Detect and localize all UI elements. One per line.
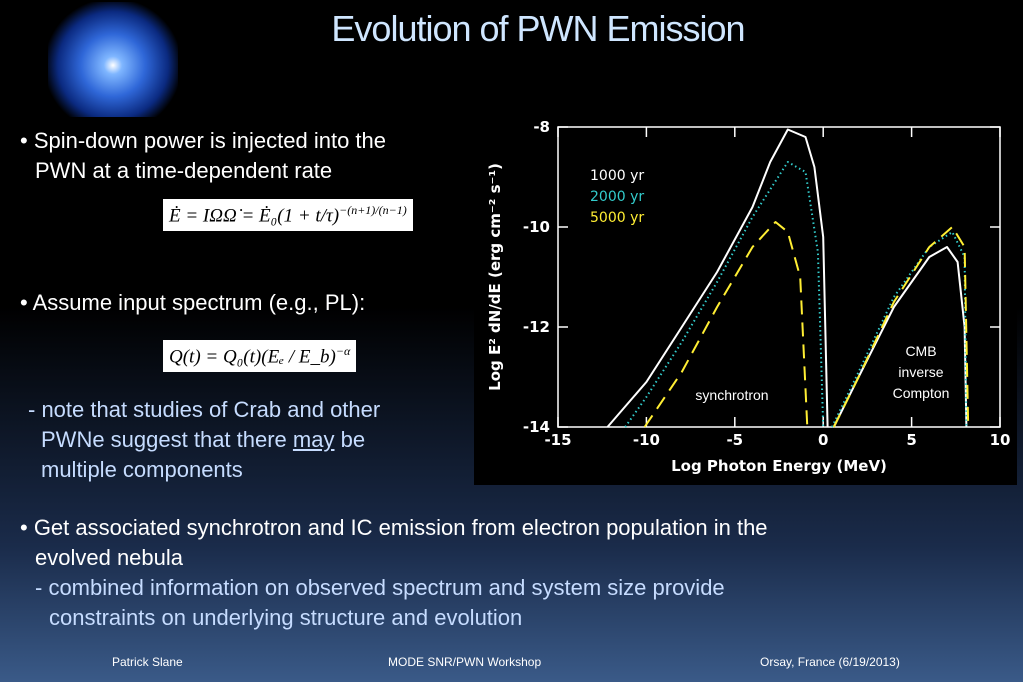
footer-right: Orsay, France (6/19/2013)	[760, 655, 900, 669]
annotation: inverse	[898, 364, 943, 380]
y-tick-label: -8	[533, 118, 550, 136]
text-line: PWN at a time-dependent rate	[35, 158, 333, 183]
equation-exponent: −(n+1)/(n−1)	[339, 203, 407, 217]
footer-left: Patrick Slane	[112, 655, 183, 669]
y-tick-label: -12	[523, 318, 550, 336]
x-tick-label: -15	[544, 431, 571, 449]
legend-label: 1000 yr	[590, 168, 644, 184]
emphasis: may	[292, 427, 335, 452]
bullet: • Spin-down power is injected into the P…	[20, 126, 386, 186]
y-tick-label: -14	[523, 418, 550, 436]
text: PWNe suggest that there	[41, 427, 287, 452]
text-line: - note that studies of Crab and other	[28, 397, 381, 422]
text-line: • Get associated synchrotron and IC emis…	[20, 515, 768, 540]
chart: -15 -10 -5 0 5 10 -14 -12 -10 -8 Log Photon Energy…	[474, 108, 1017, 485]
x-tick-label: 5	[906, 431, 916, 449]
nebula-image	[48, 2, 178, 117]
plot-frame	[557, 126, 1001, 428]
slide-title: Evolution of PWN Emission	[331, 8, 745, 49]
footer-center: MODE SNR/PWN Workshop	[388, 655, 542, 669]
equation-main: Ė = IΩΩ̇ = Ė₀(1 + t/τ)	[169, 205, 340, 227]
x-axis-label: Log Photon Energy (MeV)	[671, 457, 887, 475]
text-line: PWNe suggest that there may be	[28, 425, 380, 455]
text-line: constraints on underlying structure and …	[49, 605, 523, 630]
text-line: • Spin-down power is injected into the	[20, 128, 387, 153]
x-tick-label: 0	[818, 431, 828, 449]
equation-main: Q(t) = Q₀(t)(Eₑ / E_b)	[169, 346, 336, 368]
annotation: CMB	[905, 343, 936, 359]
y-axis-label: Log E² dN/dE (erg cm⁻² s⁻¹)	[486, 163, 504, 391]
legend-label: 2000 yr	[590, 189, 644, 205]
x-tick-label: -5	[726, 431, 743, 449]
bullet: • Assume input spectrum (e.g., PL):	[20, 288, 365, 318]
legend-label: 5000 yr	[590, 210, 644, 226]
series-line	[643, 221, 970, 428]
x-tick-label: 10	[990, 431, 1011, 449]
annotation: synchrotron	[695, 387, 768, 403]
y-tick-label: -10	[523, 218, 550, 236]
equation-exponent: −α	[335, 344, 351, 358]
text-line: multiple components	[41, 457, 243, 482]
text-line: - combined information on observed spect…	[35, 575, 725, 600]
text: be	[340, 427, 366, 452]
equation: Q(t) = Q₀(t)(Eₑ / E_b)−α	[163, 340, 357, 373]
series-line	[606, 128, 968, 428]
x-tick-label: -10	[633, 431, 660, 449]
text-line: evolved nebula	[35, 545, 184, 570]
series-line	[624, 161, 968, 428]
bottom-text: • Get associated synchrotron and IC emis…	[20, 513, 768, 633]
equation: Ė = IΩΩ̇ = Ė₀(1 + t/τ)−(n+1)/(n−1)	[163, 199, 413, 232]
text-line: • Assume input spectrum (e.g., PL):	[20, 290, 366, 315]
annotation: Compton	[893, 385, 950, 401]
note: - note that studies of Crab and other PW…	[28, 395, 380, 485]
